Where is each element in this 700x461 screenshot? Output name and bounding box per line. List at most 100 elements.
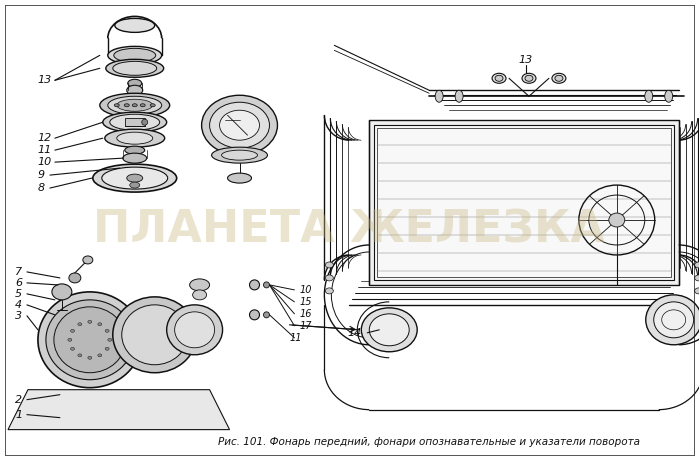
- Ellipse shape: [117, 99, 153, 111]
- Ellipse shape: [492, 73, 506, 83]
- Ellipse shape: [113, 297, 197, 373]
- Text: 8: 8: [38, 183, 45, 193]
- Text: 7: 7: [15, 267, 22, 277]
- Ellipse shape: [122, 305, 188, 365]
- Ellipse shape: [88, 320, 92, 323]
- Ellipse shape: [125, 104, 130, 107]
- Ellipse shape: [141, 119, 148, 125]
- Ellipse shape: [326, 275, 333, 281]
- Text: 10: 10: [300, 285, 312, 295]
- Ellipse shape: [108, 338, 112, 341]
- Ellipse shape: [435, 90, 443, 102]
- Ellipse shape: [105, 129, 164, 147]
- Ellipse shape: [220, 110, 260, 140]
- Ellipse shape: [665, 90, 673, 102]
- Ellipse shape: [552, 73, 566, 83]
- Ellipse shape: [117, 132, 153, 144]
- Bar: [125, 118, 145, 126]
- Text: 10: 10: [38, 157, 52, 167]
- Ellipse shape: [370, 314, 410, 346]
- Ellipse shape: [113, 61, 157, 75]
- Ellipse shape: [93, 164, 176, 192]
- Text: 11: 11: [289, 333, 302, 343]
- Ellipse shape: [222, 150, 258, 160]
- Ellipse shape: [115, 18, 155, 32]
- Ellipse shape: [122, 153, 147, 163]
- Ellipse shape: [209, 102, 270, 148]
- Ellipse shape: [455, 90, 463, 102]
- Ellipse shape: [249, 310, 260, 320]
- Ellipse shape: [694, 262, 700, 268]
- Ellipse shape: [555, 75, 563, 81]
- Ellipse shape: [646, 295, 700, 345]
- Ellipse shape: [522, 73, 536, 83]
- Ellipse shape: [125, 146, 145, 154]
- Bar: [374, 125, 673, 280]
- Ellipse shape: [645, 90, 652, 102]
- Ellipse shape: [71, 347, 74, 350]
- Ellipse shape: [190, 279, 209, 291]
- Ellipse shape: [249, 280, 260, 290]
- Text: 15: 15: [300, 297, 312, 307]
- Ellipse shape: [263, 282, 270, 288]
- Ellipse shape: [71, 329, 74, 332]
- Ellipse shape: [609, 213, 625, 227]
- Ellipse shape: [114, 104, 119, 107]
- Ellipse shape: [127, 85, 143, 95]
- Text: 4: 4: [15, 300, 22, 310]
- Ellipse shape: [108, 96, 162, 114]
- Ellipse shape: [263, 312, 270, 318]
- Ellipse shape: [228, 173, 251, 183]
- Ellipse shape: [78, 323, 82, 326]
- Text: 17: 17: [300, 321, 312, 331]
- Text: 9: 9: [38, 170, 45, 180]
- Text: 12: 12: [38, 133, 52, 143]
- Text: 16: 16: [300, 309, 312, 319]
- Ellipse shape: [128, 79, 141, 87]
- Ellipse shape: [105, 329, 109, 332]
- Ellipse shape: [127, 174, 143, 182]
- Text: 13: 13: [519, 55, 533, 65]
- Ellipse shape: [52, 284, 72, 300]
- Ellipse shape: [78, 354, 82, 357]
- Ellipse shape: [654, 302, 694, 338]
- Bar: [370, 120, 679, 285]
- Polygon shape: [8, 390, 230, 430]
- Text: 2: 2: [15, 395, 22, 405]
- Ellipse shape: [132, 104, 137, 107]
- Ellipse shape: [361, 308, 417, 352]
- Ellipse shape: [211, 147, 267, 163]
- Ellipse shape: [130, 182, 140, 188]
- Ellipse shape: [108, 47, 162, 65]
- Text: ПЛАНЕТА ЖЕЛЕЗКА: ПЛАНЕТА ЖЕЛЕЗКА: [93, 208, 606, 252]
- Ellipse shape: [68, 338, 72, 341]
- Ellipse shape: [105, 347, 109, 350]
- Ellipse shape: [110, 114, 160, 130]
- Text: Рис. 101. Фонарь передний, фонари опознавательные и указатели поворота: Рис. 101. Фонарь передний, фонари опозна…: [218, 437, 640, 447]
- Text: 5: 5: [15, 289, 22, 299]
- Ellipse shape: [167, 305, 223, 355]
- Ellipse shape: [102, 167, 168, 189]
- Text: 6: 6: [15, 278, 22, 288]
- Ellipse shape: [103, 112, 167, 132]
- Ellipse shape: [83, 256, 93, 264]
- Text: 14: 14: [347, 328, 361, 338]
- Ellipse shape: [495, 75, 503, 81]
- Ellipse shape: [202, 95, 277, 155]
- Ellipse shape: [46, 300, 134, 380]
- Ellipse shape: [98, 323, 102, 326]
- Ellipse shape: [106, 59, 164, 77]
- Ellipse shape: [694, 275, 700, 281]
- Ellipse shape: [694, 288, 700, 294]
- Ellipse shape: [69, 273, 81, 283]
- Text: 13: 13: [38, 75, 52, 85]
- Bar: [377, 128, 671, 277]
- Ellipse shape: [193, 290, 206, 300]
- Ellipse shape: [150, 104, 155, 107]
- Text: 3: 3: [15, 311, 22, 321]
- Text: 1: 1: [15, 410, 22, 420]
- Ellipse shape: [326, 288, 333, 294]
- Ellipse shape: [114, 48, 155, 62]
- Ellipse shape: [54, 307, 126, 373]
- Ellipse shape: [38, 292, 141, 388]
